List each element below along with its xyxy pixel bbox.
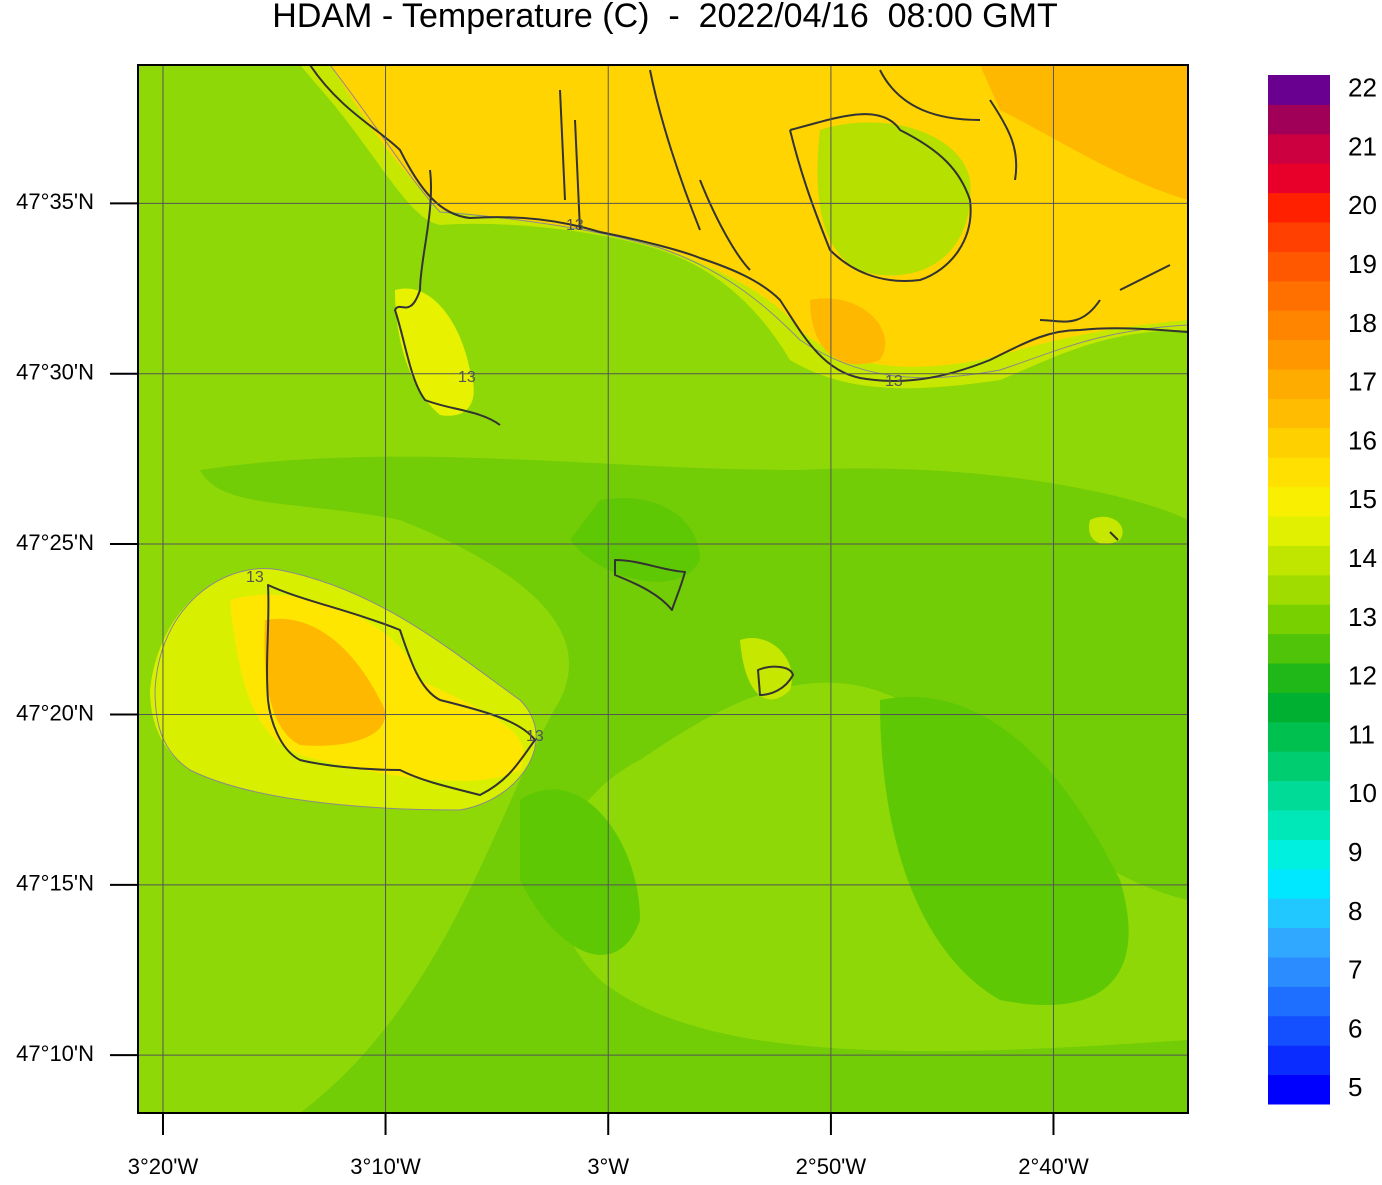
colorbar-label: 18 <box>1348 308 1377 338</box>
colorbar-band <box>1268 427 1330 458</box>
colorbar-label: 12 <box>1348 661 1377 691</box>
colorbar-band <box>1268 1015 1330 1046</box>
y-tick-label: 47°15'N <box>16 871 94 896</box>
x-tick-label: 3°W <box>587 1154 629 1179</box>
colorbar-band <box>1268 280 1330 311</box>
title: HDAM - Temperature (C) - 2022/04/16 08:0… <box>272 0 1057 35</box>
colorbar-band <box>1268 192 1330 223</box>
colorbar-label: 22 <box>1348 73 1377 103</box>
colorbar-band <box>1268 104 1330 135</box>
colorbar-band <box>1268 457 1330 488</box>
colorbar-band <box>1268 1074 1330 1105</box>
colorbar-label: 16 <box>1348 425 1377 455</box>
contour-label: 13 <box>458 369 476 386</box>
colorbar-label: 6 <box>1348 1013 1362 1043</box>
field: 13 13 13 13 13 <box>138 65 1188 1113</box>
coastline <box>309 65 1188 382</box>
field-warmest-north <box>810 65 1188 365</box>
colorbar-band <box>1268 75 1330 105</box>
colorbar-band <box>1268 868 1330 899</box>
colorbar-band <box>1268 398 1330 429</box>
field-island-hot <box>264 618 386 746</box>
y-tick-label: 47°10'N <box>16 1041 94 1066</box>
map-frame <box>137 64 1189 1114</box>
colorbar-label: 19 <box>1348 249 1377 279</box>
colorbar-band <box>1268 780 1330 811</box>
x-tick-label: 2°40'W <box>1018 1154 1089 1179</box>
colorbar-band <box>1268 133 1330 164</box>
colorbar-band <box>1268 574 1330 605</box>
x-tick-label: 2°50'W <box>796 1154 867 1179</box>
colorbar-band <box>1268 339 1330 370</box>
colorbar-band <box>1268 633 1330 664</box>
contour-label: 13 <box>526 728 544 745</box>
colorbar-band <box>1268 751 1330 782</box>
field-coolest <box>520 498 1129 1005</box>
axes: 3°20'W 3°10'W 3°W 2°50'W 2°40'W 47°35'N 47°30'… <box>16 65 1377 1179</box>
colorbar-label: 13 <box>1348 602 1377 632</box>
colorbar-band <box>1268 163 1330 194</box>
colorbar-band <box>1268 516 1330 546</box>
y-tick-label: 47°30'N <box>16 360 94 385</box>
colorbar-label: 20 <box>1348 190 1377 220</box>
colorbar-label: 14 <box>1348 543 1377 573</box>
coastline <box>559 69 1171 323</box>
colorbar-band <box>1268 604 1330 635</box>
colorbar-label: 8 <box>1348 896 1362 926</box>
contour-label: 13 <box>566 217 584 234</box>
coastline <box>266 584 536 796</box>
colorbar-band <box>1268 927 1330 958</box>
colorbar-band <box>1268 957 1330 987</box>
colorbar-band <box>1268 369 1330 399</box>
colorbar-label: 10 <box>1348 778 1377 808</box>
isotherm <box>154 568 537 811</box>
colorbar-label: 21 <box>1348 131 1377 161</box>
field-peninsula <box>395 288 474 416</box>
colorbar-band <box>1268 251 1330 282</box>
colorbar-band <box>1268 486 1330 517</box>
colorbar-label: 5 <box>1348 1072 1362 1102</box>
y-tick-label: 47°20'N <box>16 700 94 725</box>
x-tick-label: 3°20'W <box>128 1154 199 1179</box>
y-tick-label: 47°35'N <box>16 189 94 214</box>
field-warm-north <box>330 65 1188 367</box>
colorbar-band <box>1268 663 1330 693</box>
field-bay <box>817 122 971 276</box>
colorbar-label: 7 <box>1348 955 1362 985</box>
field-cool <box>200 456 1188 1113</box>
colorbar-band <box>1268 810 1330 840</box>
colorbar-label: 17 <box>1348 367 1377 397</box>
colorbar-band <box>1268 839 1330 870</box>
colorbar-label: 9 <box>1348 837 1362 867</box>
colorbar-band <box>1268 1045 1330 1076</box>
y-tick-label: 47°25'N <box>16 530 94 555</box>
colorbar-band <box>1268 986 1330 1017</box>
colorbar-band <box>1268 310 1330 341</box>
colorbar-band <box>1268 692 1330 723</box>
x-tick-label: 3°10'W <box>350 1154 421 1179</box>
colorbar-band <box>1268 222 1330 252</box>
contour-label: 13 <box>246 569 264 586</box>
colorbar-band <box>1268 545 1330 576</box>
field-small-islands <box>740 516 1123 700</box>
colorbar-band <box>1268 898 1330 929</box>
colorbar-label: 11 <box>1348 719 1375 749</box>
coastline <box>394 169 501 426</box>
contour-label: 13 <box>885 373 903 390</box>
coastline <box>614 531 1119 696</box>
colorbar-label: 15 <box>1348 484 1377 514</box>
colorbar-band <box>1268 721 1330 752</box>
